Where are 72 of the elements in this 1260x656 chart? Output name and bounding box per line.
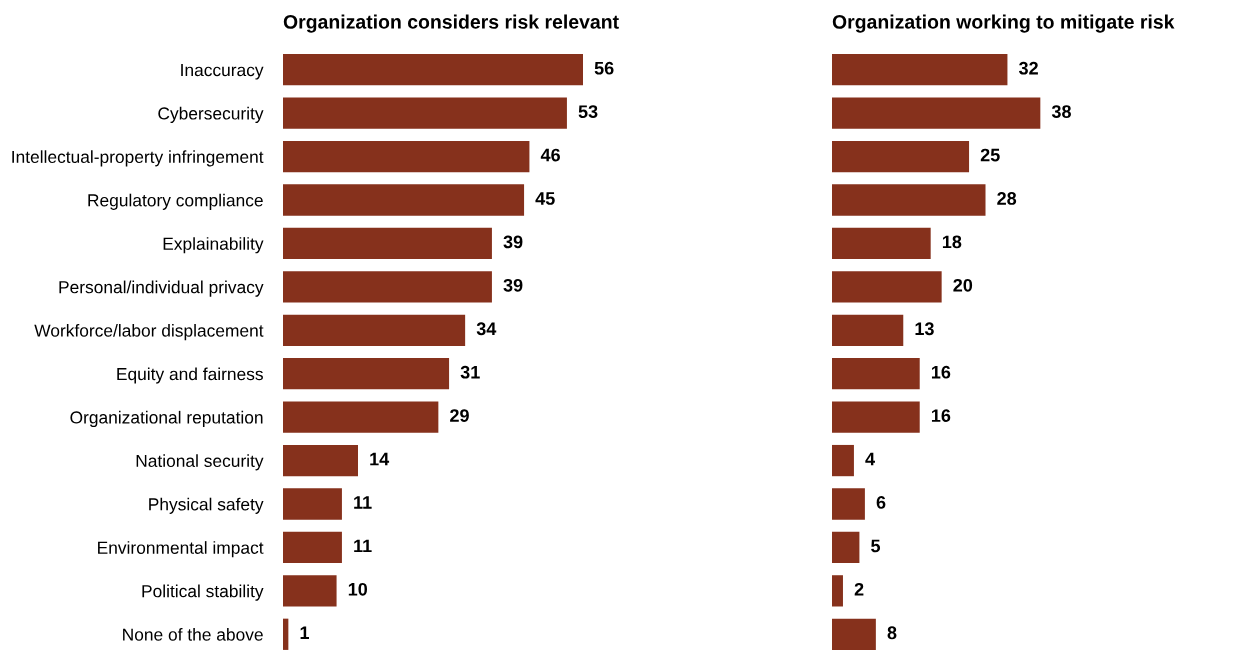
bar [283,444,358,477]
data-label: 16 [931,409,951,422]
data-label: 16 [931,365,951,379]
data-label: 13 [915,322,934,336]
bar [832,488,865,520]
bar [832,227,931,260]
bar [283,140,530,173]
bar [283,227,492,260]
bar [832,314,904,346]
data-label: 18 [942,235,962,249]
bar [283,488,342,520]
data-label: 28 [997,192,1017,205]
data-label: 25 [980,148,1000,162]
data-label: 6 [876,496,886,509]
bar [832,444,854,477]
data-label: 1 [300,626,310,639]
y-tick-label: Cybersecurity [158,106,264,124]
data-label: 20 [953,278,973,292]
data-label: 8 [887,626,897,640]
data-label: 29 [450,409,469,422]
bar [832,575,843,607]
bar [832,54,1008,86]
data-label: 38 [1051,105,1071,119]
bar [283,618,289,650]
data-label: 45 [535,192,555,205]
bar [832,358,920,390]
y-tick-label: Physical safety [149,497,264,514]
bar [832,184,986,216]
bar [283,271,492,303]
bar [832,618,876,650]
data-label: 10 [348,582,368,596]
data-label: 56 [594,61,614,75]
bar [283,358,450,390]
y-tick-label: Environmental impact [98,541,264,558]
chart-title: Organization considers risk relevant [283,14,619,33]
bar [283,314,466,346]
data-label: 4 [865,452,875,466]
data-label: 32 [1018,61,1038,75]
data-label: 11 [354,496,372,509]
data-label: 39 [503,235,523,249]
y-tick-label: National security [136,454,264,471]
bar [283,97,567,129]
y-tick-label: Intellectual-property infringement [12,150,264,167]
bar [283,531,342,564]
bar [283,54,583,86]
bar [832,97,1041,129]
y-tick-label: Explainability [163,237,264,254]
data-label: 31 [460,365,480,379]
bar [283,401,439,433]
data-label: 14 [370,452,390,466]
bar [283,575,337,607]
y-tick-label: Workforce/labor displacement [34,324,264,341]
y-tick-label: Personal/individual privacy [59,280,264,297]
bar [832,271,942,303]
y-tick-label: Equity and fairness [117,367,263,384]
data-label: 5 [871,539,881,553]
data-label: 53 [578,105,598,119]
bar [832,531,860,564]
bar [283,184,525,216]
y-tick-label: None of the above [123,627,263,641]
y-tick-label: Regulatory compliance [88,193,263,210]
bar [832,401,920,433]
data-label: 11 [354,539,372,553]
y-tick-label: Organizational reputation [70,410,263,428]
chart-title: Organization working to mitigate risk [832,14,1175,33]
bar [832,140,970,173]
y-tick-label: Political stability [142,584,264,601]
y-tick-label: Inaccuracy [181,64,264,80]
data-label: 2 [854,582,864,596]
data-label: 46 [540,148,560,162]
data-label: 39 [503,278,523,292]
data-label: 34 [476,322,497,336]
